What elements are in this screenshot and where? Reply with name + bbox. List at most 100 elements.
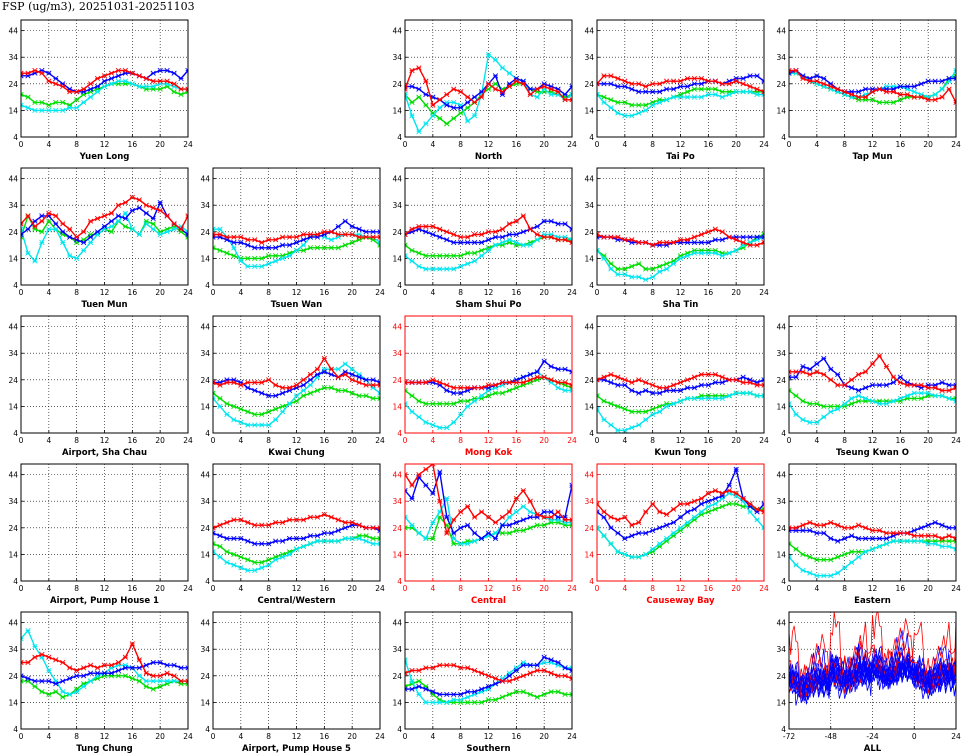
series-marker: [25, 213, 31, 219]
marker-stroke: [405, 379, 408, 384]
series-marker: [712, 237, 718, 243]
series-marker: [562, 97, 568, 103]
series-marker: [286, 242, 293, 248]
series-marker: [643, 409, 649, 415]
series-marker: [423, 223, 429, 230]
series-marker: [862, 94, 869, 100]
series-marker: [238, 382, 244, 388]
series-marker: [363, 234, 369, 240]
series-marker: [698, 94, 704, 100]
series-marker: [601, 94, 607, 100]
y-tick-label: 44: [392, 175, 402, 184]
marker-stroke: [377, 384, 380, 388]
series-marker: [465, 105, 471, 111]
series-marker: [670, 261, 677, 267]
series-marker: [747, 73, 753, 79]
x-tick-label: 24: [375, 436, 385, 445]
x-tick-label: 16: [128, 436, 138, 445]
series-marker: [136, 83, 142, 90]
marker-stroke: [377, 397, 380, 402]
marker-stroke: [185, 215, 188, 219]
series-marker: [178, 86, 184, 92]
series-marker: [108, 70, 115, 76]
series-marker: [754, 393, 760, 399]
x-tick-label: 8: [458, 436, 463, 445]
series-marker: [650, 406, 656, 412]
x-tick-label: 8: [266, 436, 271, 445]
series-marker: [81, 229, 87, 235]
series-cyan: [597, 390, 764, 433]
x-tick-label: 8: [842, 140, 847, 149]
series-marker: [451, 401, 457, 407]
series-marker: [108, 210, 115, 216]
x-tick-label: 0: [403, 140, 408, 149]
marker-stroke: [761, 395, 764, 399]
y-tick-label: 24: [776, 376, 786, 385]
series-marker: [349, 371, 355, 378]
series-marker: [622, 377, 628, 383]
marker-stroke: [597, 377, 600, 381]
marker-stroke: [213, 226, 216, 230]
series-marker: [370, 382, 376, 388]
x-tick-label: 4: [46, 140, 51, 149]
series-marker: [719, 237, 725, 243]
x-tick-label: 12: [484, 288, 494, 297]
series-marker: [328, 229, 334, 235]
series-marker: [608, 234, 614, 240]
series-marker: [363, 229, 369, 235]
series-marker: [534, 374, 540, 380]
marker-stroke: [405, 231, 408, 236]
series-marker: [377, 390, 380, 396]
series-marker: [342, 387, 348, 394]
series-marker: [562, 379, 568, 386]
marker-stroke: [377, 236, 380, 240]
series-blue: [405, 218, 572, 246]
series-cyan: [213, 361, 380, 428]
x-tick-label: 0: [19, 140, 24, 149]
series-marker: [245, 237, 251, 243]
series-marker: [636, 110, 642, 116]
series-marker: [684, 385, 691, 391]
series-marker: [21, 70, 24, 76]
series-marker: [562, 221, 568, 227]
marker-stroke: [405, 86, 408, 90]
series-marker: [548, 91, 554, 98]
marker-stroke: [761, 236, 764, 240]
series-marker: [601, 417, 607, 423]
series-marker: [314, 387, 320, 394]
series-marker: [807, 78, 813, 84]
marker-stroke: [597, 83, 600, 87]
series-marker: [691, 250, 698, 256]
series-marker: [562, 387, 568, 394]
series-marker: [705, 395, 711, 402]
series-marker: [224, 411, 230, 418]
series-marker: [527, 86, 533, 92]
series-marker: [150, 70, 156, 76]
series-marker: [569, 83, 572, 90]
x-tick-label: 4: [430, 140, 435, 149]
marker-stroke: [597, 249, 600, 254]
series-marker: [650, 274, 656, 280]
series-marker: [423, 253, 429, 259]
series-cyan: [597, 234, 764, 283]
x-tick-label: 12: [100, 140, 110, 149]
series-marker: [636, 274, 642, 280]
series-marker: [252, 245, 258, 251]
series-marker: [39, 213, 45, 219]
series-marker: [430, 266, 436, 272]
series-marker: [534, 231, 540, 238]
series-marker: [492, 229, 499, 235]
series-marker: [444, 382, 450, 388]
series-marker: [821, 81, 827, 87]
series-marker: [471, 239, 478, 246]
series-marker: [876, 86, 883, 92]
series-marker: [266, 393, 272, 399]
series-marker: [698, 75, 704, 82]
series-marker: [789, 387, 792, 394]
marker-stroke: [789, 389, 792, 394]
series-marker: [663, 97, 670, 103]
series-marker: [87, 94, 94, 100]
series-marker: [245, 422, 251, 428]
y-tick-label: 44: [584, 27, 594, 36]
series-marker: [471, 113, 478, 119]
